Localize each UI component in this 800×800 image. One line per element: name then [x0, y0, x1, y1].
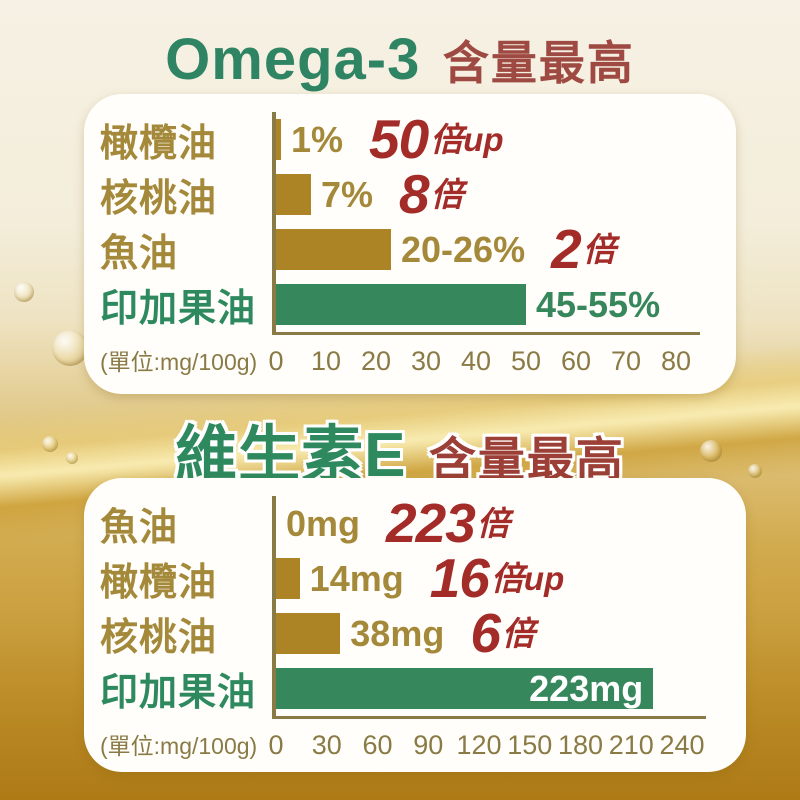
- category-label: 核桃油: [100, 178, 218, 220]
- multiplier-label: 223 倍: [386, 496, 510, 551]
- multiplier-number: 223: [386, 492, 476, 554]
- multiplier-label: 50 倍up: [369, 112, 504, 167]
- category-label: 魚油: [100, 233, 179, 275]
- value-label: 45-55%: [536, 283, 661, 325]
- bar: [276, 229, 391, 270]
- tick-labels: 0 10 20 30 40 50 60 70 80: [268, 346, 692, 376]
- category-label: 印加果油: [100, 288, 257, 330]
- value-label: 1%: [291, 118, 344, 160]
- multiplier-suffix: 倍up: [430, 121, 504, 158]
- multiplier-suffix: 倍: [501, 615, 535, 652]
- bubble-decoration: [66, 452, 78, 464]
- omega3-title-suffix: 含量最高: [442, 37, 635, 89]
- unit-label: (單位:mg/100g): [100, 349, 258, 375]
- bar-track: 14mg 16 倍up: [272, 551, 732, 606]
- bar-track: 0mg 223 倍: [272, 496, 732, 551]
- bar: 223mg: [276, 667, 654, 709]
- category-label: 橄欖油: [100, 123, 218, 165]
- multiplier-number: 50: [369, 108, 429, 170]
- omega3-title: Omega-3 含量最高: [0, 26, 800, 93]
- chart-row-fish-oil: 魚油 0mg 223 倍: [100, 496, 732, 551]
- multiplier-suffix: 倍: [476, 505, 510, 542]
- tick-labels: 0 30 60 90 120 150 180 210 240: [268, 730, 705, 760]
- chart-row-sacha-inchi-oil: 印加果油 223mg: [100, 661, 732, 716]
- value-label: 38mg: [350, 612, 445, 654]
- bar-track: 223mg: [272, 661, 732, 716]
- chart-row-sacha-inchi-oil: 印加果油 45-55%: [100, 277, 722, 332]
- value-label: 7%: [321, 173, 374, 215]
- category-label: 印加果油: [100, 672, 257, 714]
- bubble-decoration: [42, 436, 58, 452]
- omega3-title-main: Omega-3: [165, 27, 421, 92]
- category-label: 魚油: [100, 507, 179, 549]
- category-label: 核桃油: [100, 617, 218, 659]
- multiplier-suffix: 倍: [582, 231, 616, 268]
- chart-row-olive-oil: 橄欖油 14mg 16 倍up: [100, 551, 732, 606]
- bubble-decoration: [14, 282, 34, 302]
- bubble-decoration: [748, 464, 762, 478]
- bubble-decoration: [700, 440, 722, 462]
- multiplier-number: 16: [429, 547, 490, 609]
- value-label: 14mg: [309, 557, 404, 599]
- vitamin-e-title-suffix: 含量最高: [428, 433, 625, 486]
- multiplier-suffix: 倍: [430, 176, 464, 213]
- multiplier-suffix: 倍up: [490, 560, 565, 597]
- multiplier-number: 2: [551, 218, 582, 280]
- multiplier-number: 8: [399, 163, 430, 225]
- multiplier-number: 6: [470, 602, 501, 664]
- category-label: 橄欖油: [100, 562, 218, 604]
- value-label: 223mg: [529, 667, 644, 709]
- chart-row-olive-oil: 橄欖油 1% 50 倍up: [100, 112, 722, 167]
- bar: [276, 174, 311, 215]
- bar-track: 1% 50 倍up: [272, 112, 722, 167]
- bar-track: 45-55%: [272, 277, 722, 332]
- bar: [276, 613, 341, 654]
- x-axis-line: [272, 332, 700, 335]
- bubble-decoration: [52, 330, 88, 366]
- bar: [276, 558, 300, 599]
- x-axis-ticks: (單位:mg/100g) 0 30 60 90 120 150 180 210 …: [100, 727, 732, 761]
- value-label: 20-26%: [401, 228, 526, 270]
- value-label: 0mg: [286, 502, 361, 544]
- unit-label: (單位:mg/100g): [100, 733, 258, 759]
- x-axis-line: [272, 716, 706, 719]
- bar: [276, 119, 281, 160]
- multiplier-label: 16 倍up: [430, 551, 565, 606]
- bar: [276, 284, 526, 325]
- x-axis-ticks: (單位:mg/100g) 0 10 20 30 40 50 60 70 80: [100, 343, 722, 377]
